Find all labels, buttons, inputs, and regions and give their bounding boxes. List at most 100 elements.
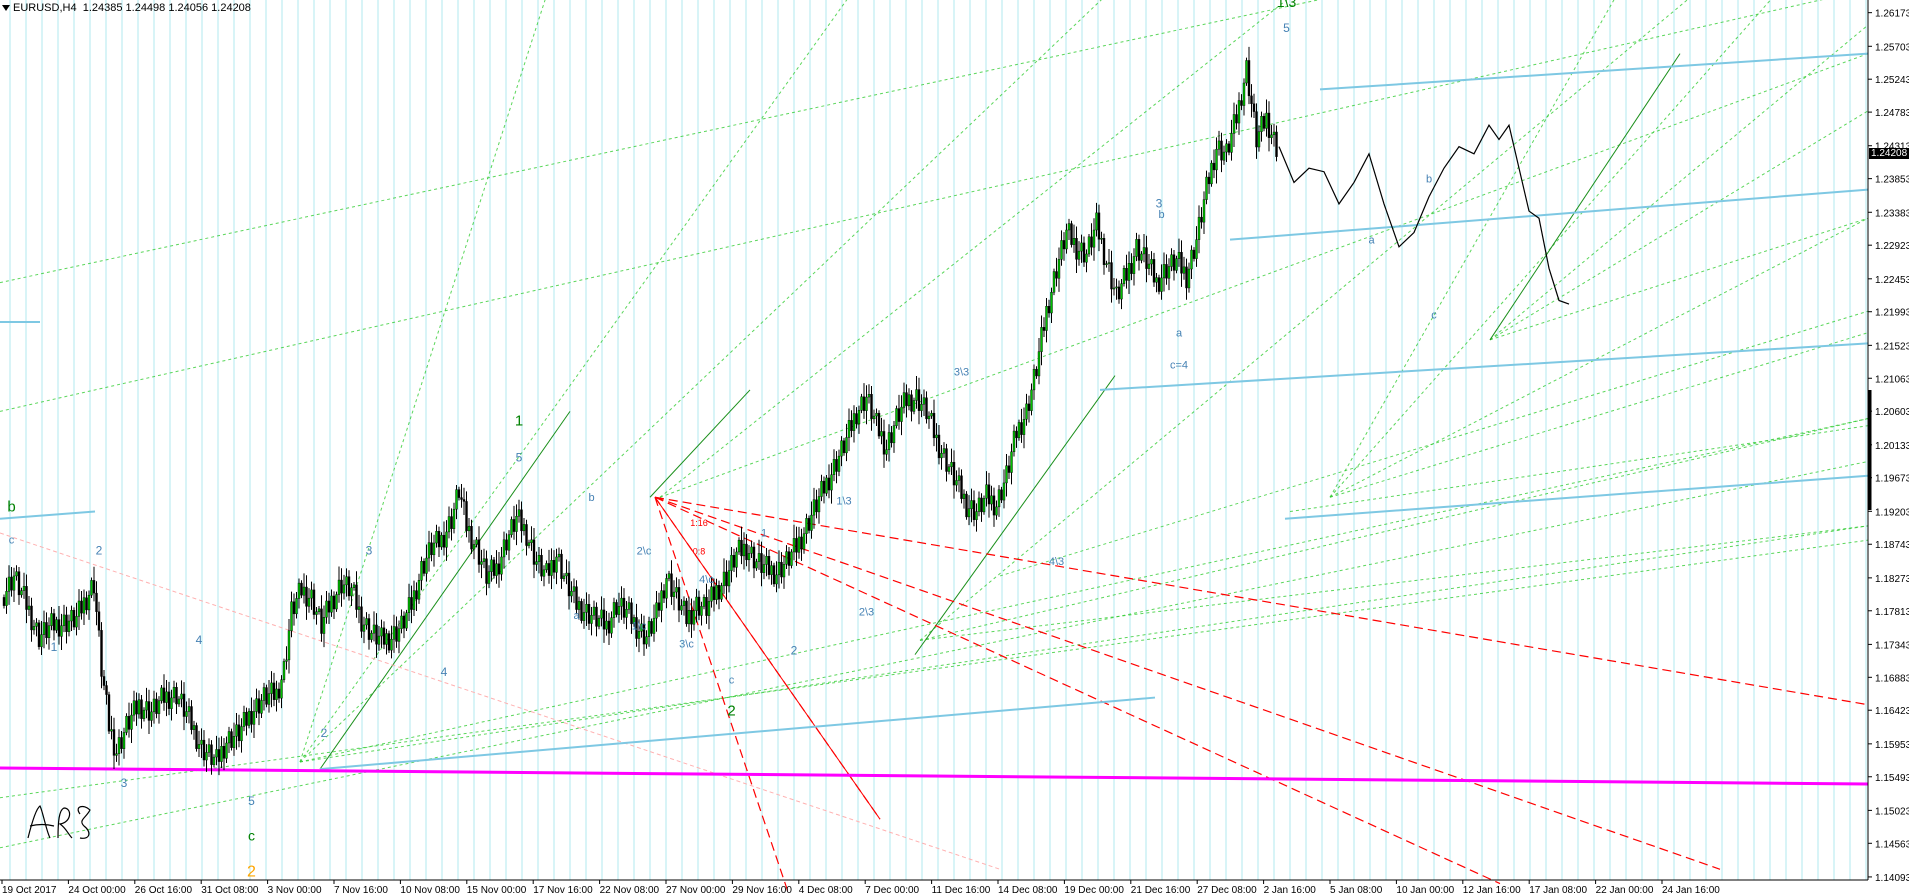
candle-up <box>565 572 568 577</box>
candle-up <box>902 392 906 408</box>
candle-down <box>17 571 21 596</box>
fan-line-green <box>919 418 1869 641</box>
candle-down <box>512 519 516 532</box>
price-tick-label: 1.16423 <box>1875 706 1909 717</box>
trend-line <box>914 375 1116 655</box>
candle-up <box>255 698 258 712</box>
candle-up <box>542 569 546 577</box>
candle-down <box>925 397 928 420</box>
wave-label: c=4 <box>1170 359 1188 371</box>
candle-up <box>535 561 538 565</box>
candle-up <box>205 752 208 761</box>
candle-down <box>1185 266 1188 289</box>
candle-up <box>510 519 513 535</box>
candle-up <box>1230 133 1233 153</box>
candle-up <box>605 620 608 630</box>
candles <box>2 46 1278 776</box>
candle-up <box>307 597 311 607</box>
dropdown-arrow-icon[interactable] <box>2 5 10 12</box>
candle-up <box>785 551 788 565</box>
candle-up <box>950 461 953 468</box>
candle-down <box>1267 112 1271 138</box>
candle-down <box>277 688 281 699</box>
candle-up <box>695 596 698 611</box>
candle-up <box>330 595 333 613</box>
candle-down <box>477 539 481 565</box>
price-tick-label: 1.17813 <box>1875 607 1909 618</box>
candle-up <box>665 578 668 599</box>
candle-up <box>282 661 286 680</box>
time-tick-label: 17 Jan 08:00 <box>1529 885 1587 895</box>
candle-down <box>1075 238 1078 260</box>
trend-line <box>1489 53 1681 341</box>
candle-down <box>430 542 433 556</box>
candle-up <box>1120 283 1123 300</box>
candle-up <box>747 553 751 561</box>
candle-down <box>162 687 166 703</box>
candle-up <box>710 586 713 602</box>
candle-up <box>397 628 401 642</box>
candle-up <box>680 605 683 611</box>
candle-up <box>912 400 916 412</box>
candle-down <box>1042 327 1046 331</box>
time-tick-label: 21 Dec 16:00 <box>1131 885 1191 895</box>
candle-up <box>1092 229 1096 248</box>
candle-down <box>827 477 831 491</box>
fan-line-green <box>919 0 1688 641</box>
time-tick-label: 19 Dec 00:00 <box>1064 885 1124 895</box>
candle-up <box>892 425 896 444</box>
candle-down <box>580 601 583 621</box>
candle-down <box>1035 368 1038 377</box>
candle-up <box>915 389 918 401</box>
candle-up <box>22 586 26 591</box>
candle-up <box>487 571 491 584</box>
signature-icon <box>27 805 91 839</box>
candle-down <box>155 698 158 714</box>
candle-down <box>492 559 496 576</box>
price-tick-label: 1.21063 <box>1875 374 1909 385</box>
candle-down <box>1252 103 1256 112</box>
candle-up <box>975 511 978 520</box>
wave-label: a <box>1368 234 1375 246</box>
candle-up <box>522 524 526 532</box>
candle-up <box>872 415 876 420</box>
candle-up <box>1257 131 1261 148</box>
fan-line-green <box>659 53 1869 498</box>
price-tick-label: 1.14093 <box>1875 873 1909 884</box>
candle-down <box>787 551 791 566</box>
candle-up <box>137 699 141 715</box>
price-tick-label: 1.19203 <box>1875 507 1909 518</box>
fan-line-green <box>0 0 1320 284</box>
candle-down <box>815 499 818 513</box>
chart-header: EURUSD,H4 1.24385 1.24498 1.24056 1.2420… <box>2 2 251 14</box>
candle-up <box>792 538 796 553</box>
price-tick-label: 1.18273 <box>1875 574 1909 585</box>
candle-down <box>1145 247 1148 269</box>
candle-up <box>880 431 883 437</box>
candle-up <box>770 565 773 575</box>
candle-down <box>105 685 108 695</box>
candle-down <box>1117 286 1121 300</box>
candle-up <box>1122 268 1126 284</box>
candle-down <box>992 495 996 516</box>
fan-line-green <box>299 0 848 763</box>
candle-up <box>7 576 11 592</box>
candle-up <box>997 489 1001 508</box>
time-tick-label: 11 Dec 16:00 <box>932 885 991 895</box>
channel-line <box>1099 342 1869 391</box>
wave-label: b <box>7 499 15 516</box>
candle-down <box>190 706 193 730</box>
candle-up <box>627 602 631 610</box>
wave-label: c <box>9 535 15 547</box>
candle-up <box>832 459 836 475</box>
candle-up <box>1242 82 1246 106</box>
fan-line-pink <box>0 532 1001 870</box>
candle-down <box>460 497 463 500</box>
candle-up <box>667 573 671 579</box>
candle-down <box>355 584 358 610</box>
candle-up <box>977 497 981 512</box>
candle-up <box>1060 240 1063 260</box>
candle-down <box>25 586 28 610</box>
candle-up <box>350 587 353 597</box>
